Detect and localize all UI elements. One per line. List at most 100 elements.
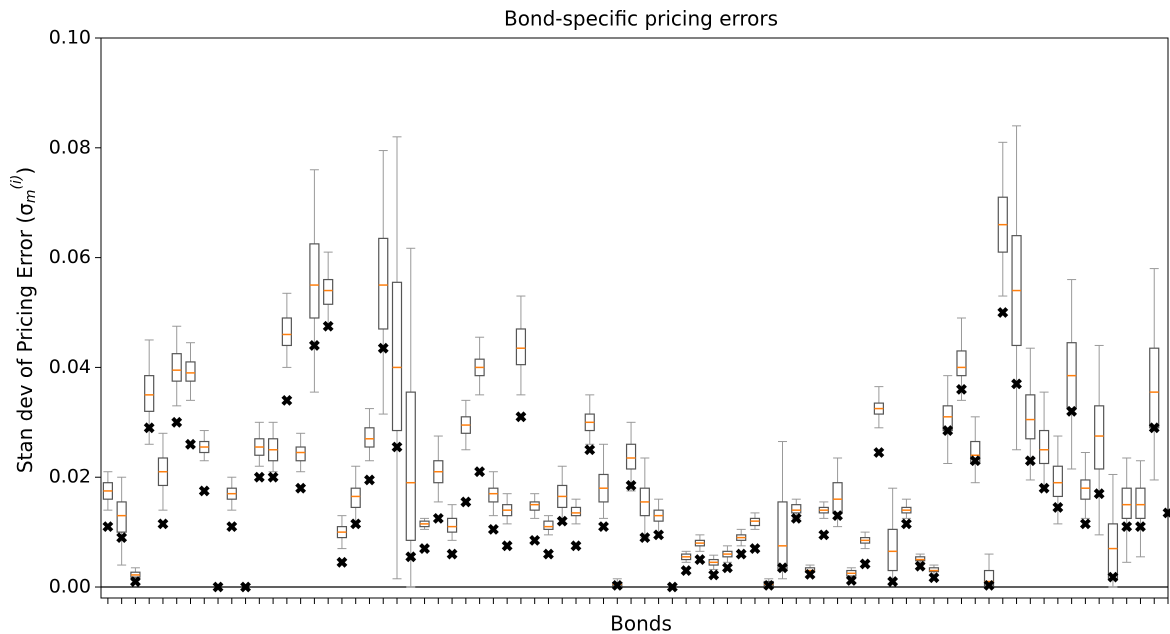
y-tick-label: 0.02 (49, 466, 91, 488)
marker (446, 548, 458, 560)
box (171, 353, 182, 382)
box (832, 482, 843, 514)
marker (1066, 405, 1078, 417)
box (1149, 347, 1160, 429)
box (570, 506, 582, 517)
marker (983, 579, 995, 591)
marker (625, 480, 637, 491)
box (144, 375, 155, 412)
marker (639, 532, 651, 544)
marker (364, 474, 375, 486)
box (1107, 523, 1119, 580)
marker (405, 551, 417, 563)
chart-title: Bond-specific pricing errors (504, 7, 778, 31)
marker (432, 512, 444, 524)
marker (336, 556, 348, 568)
marker (584, 444, 596, 456)
box (405, 391, 416, 541)
marker (722, 562, 733, 574)
box (515, 328, 527, 366)
box (529, 501, 540, 511)
box (543, 520, 554, 530)
y-tick-label: 0.10 (49, 27, 91, 49)
marker (900, 518, 912, 530)
marker (666, 581, 678, 593)
marker (419, 543, 430, 555)
plot-frame (100, 37, 1169, 599)
marker (928, 572, 940, 584)
box (295, 446, 306, 462)
marker (281, 394, 293, 406)
marker (708, 569, 720, 581)
marker (997, 307, 1009, 318)
marker (653, 529, 665, 541)
y-tick-label: 0.00 (49, 576, 91, 598)
marker (391, 441, 403, 453)
box (777, 501, 788, 572)
marker (487, 523, 499, 535)
box (791, 504, 802, 514)
marker (873, 447, 885, 458)
marker (914, 560, 926, 572)
marker (1052, 501, 1064, 513)
marker (735, 548, 747, 560)
box (1080, 479, 1091, 500)
y-label-sub: m (23, 189, 39, 203)
marker (1038, 482, 1050, 494)
box (391, 281, 403, 432)
y-tick-label: 0.04 (49, 356, 91, 378)
marker (969, 455, 981, 467)
marker (460, 496, 472, 508)
box (185, 361, 196, 382)
marker (1024, 455, 1036, 467)
marker (1121, 521, 1133, 533)
box (281, 317, 292, 347)
marker (611, 579, 623, 591)
marker (308, 340, 320, 351)
box (309, 243, 320, 319)
marker (529, 534, 541, 546)
marker (845, 575, 857, 586)
box (928, 567, 940, 573)
marker (887, 576, 899, 587)
marker (763, 579, 775, 591)
marker (694, 554, 706, 565)
box (1052, 465, 1063, 498)
marker (598, 521, 609, 533)
marker (1162, 507, 1170, 519)
marker (680, 565, 692, 576)
marker (350, 518, 362, 530)
box (887, 528, 898, 572)
box (350, 487, 361, 509)
marker (1135, 521, 1146, 533)
marker (804, 568, 816, 580)
x-axis-label: Bonds (610, 612, 672, 634)
marker (942, 425, 954, 436)
marker (556, 515, 568, 527)
marker (1107, 571, 1119, 583)
marker (474, 466, 486, 478)
box (116, 501, 127, 533)
marker (240, 581, 251, 593)
marker (515, 411, 527, 423)
marker (543, 548, 554, 560)
marker (212, 581, 224, 593)
marker (143, 422, 155, 434)
box (378, 237, 389, 330)
marker (777, 562, 788, 574)
marker (956, 383, 967, 395)
marker (322, 320, 334, 332)
box (1025, 394, 1036, 440)
box (323, 278, 334, 305)
marker (267, 471, 279, 483)
marker (749, 543, 761, 555)
marker (818, 529, 830, 541)
marker (1148, 422, 1160, 434)
box (915, 556, 926, 562)
marker (377, 342, 389, 354)
marker (501, 540, 513, 552)
box (956, 350, 967, 377)
box (446, 517, 458, 533)
marker (157, 518, 169, 530)
